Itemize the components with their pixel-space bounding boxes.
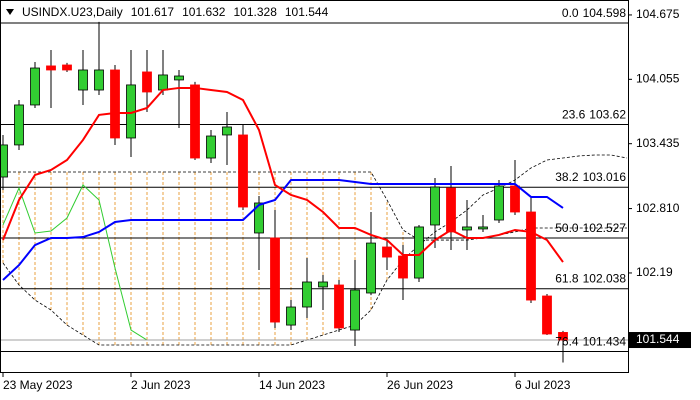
candle-body	[350, 289, 360, 331]
title-low: 101.328	[233, 5, 277, 19]
indicator-line	[2, 184, 148, 341]
fib-level: 61.8	[555, 272, 579, 286]
fib-value: 101.434	[583, 335, 627, 349]
candle-body	[542, 295, 552, 335]
fib-value: 104.598	[583, 6, 627, 20]
candle-body	[238, 134, 248, 208]
fib-level: 50.0	[555, 221, 579, 235]
price-box	[629, 332, 691, 349]
candle-body	[94, 69, 104, 91]
candle-body	[46, 65, 56, 71]
candle-body	[30, 67, 40, 106]
title-open: 101.617	[131, 5, 175, 19]
axes: 104.675 104.055 103.435 102.810 102.19 23 May…	[2, 7, 680, 392]
candle-body	[14, 104, 24, 146]
candle-body	[254, 202, 264, 234]
candle-body	[62, 64, 72, 71]
y-tick-label: 104.055	[636, 71, 680, 85]
candle-body	[478, 226, 488, 230]
candle-body	[414, 226, 424, 279]
fib-value: 102.038	[583, 272, 627, 286]
indicator-line	[2, 154, 628, 346]
x-tick-label: 26 Jun 2023	[387, 378, 453, 392]
candle-body	[158, 74, 168, 91]
fib-level: 23.6	[562, 108, 586, 122]
candle-body	[302, 281, 312, 308]
title-icon	[6, 9, 14, 15]
fib-label: 23.6 103.62	[562, 108, 626, 122]
candle-body	[382, 246, 392, 258]
title-close: 101.544	[285, 5, 329, 19]
x-tick-label: 14 Jun 2023	[259, 378, 325, 392]
candle-body	[494, 185, 504, 221]
candle-body	[222, 126, 232, 136]
candle-body	[190, 84, 200, 159]
candle-body	[398, 255, 408, 279]
candle-body	[446, 187, 456, 233]
y-tick-label: 103.435	[636, 136, 680, 150]
fib-value: 103.62	[589, 108, 626, 122]
fib-value: 102.527	[583, 221, 627, 235]
candle-body	[558, 332, 568, 341]
x-tick-label: 23 May 2023	[3, 378, 73, 392]
fib-label: 0.0 104.598	[562, 6, 626, 20]
x-tick-label: 2 Jun 2023	[131, 378, 191, 392]
fib-label: 61.8 102.038	[555, 272, 626, 286]
candle-body	[174, 75, 184, 81]
candle-body	[318, 281, 328, 288]
plot-area	[1, 21, 628, 363]
candle-body	[286, 306, 296, 326]
candle-body	[110, 69, 120, 139]
title-high: 101.632	[182, 5, 226, 19]
candle-body	[142, 71, 152, 93]
candle-body	[526, 211, 536, 301]
candle-body	[510, 185, 520, 213]
candle-body	[430, 186, 440, 226]
x-tick-label: 6 Jul 2023	[515, 378, 571, 392]
candle-body	[1, 144, 8, 178]
fib-label: 50.0 102.527	[555, 221, 626, 235]
plot-border	[0, 0, 629, 373]
price-label: 101.544	[636, 332, 680, 346]
fib-level: 38.2	[555, 170, 579, 184]
y-tick-label: 102.19	[636, 265, 673, 279]
symbol: USINDX.U23,Daily	[22, 5, 123, 19]
fib-level: 76.4	[555, 335, 579, 349]
fib-level: 0.0	[562, 6, 579, 20]
y-tick-label: 102.810	[636, 201, 680, 215]
candle-body	[206, 135, 216, 159]
candle-body	[78, 69, 88, 91]
y-tick-label: 104.675	[636, 7, 680, 21]
fib-label: 76.4 101.434	[555, 335, 626, 349]
indicator-line	[3, 171, 627, 241]
candle-body	[270, 237, 280, 323]
candle-body	[366, 242, 376, 294]
candle-body	[334, 284, 344, 329]
candle-body	[462, 226, 472, 231]
fib-label: 38.2 103.016	[555, 170, 626, 184]
title: USINDX.U23,Daily 101.617 101.632 101.328 101…	[22, 5, 329, 19]
indicator-line	[2, 86, 564, 263]
fib-value: 103.016	[583, 170, 627, 184]
